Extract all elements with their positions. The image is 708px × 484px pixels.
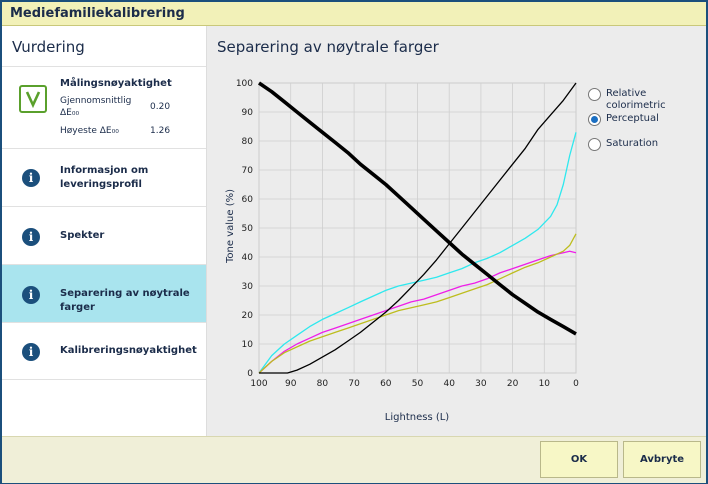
x-tick-label: 60: [380, 379, 392, 389]
y-axis-label: Tone value (%): [225, 189, 236, 264]
x-tick-label: 10: [539, 379, 551, 389]
x-tick-label: 30: [475, 379, 487, 389]
x-tick-label: 90: [285, 379, 297, 389]
relative-colorimetric-radio[interactable]: [588, 88, 601, 101]
info-icon: i: [22, 228, 40, 246]
info-icon: i: [22, 343, 40, 361]
footer-bar: OK Avbryte: [2, 436, 706, 483]
y-tick-label: 90: [242, 108, 254, 118]
x-tick-label: 40: [443, 379, 455, 389]
series-line-1: [258, 132, 577, 374]
cancel-button[interactable]: Avbryte: [623, 441, 701, 478]
sidebar: Vurdering Målingsnøyaktighet Gjennomsnit…: [2, 26, 207, 436]
y-tick-label: 40: [242, 253, 254, 263]
sidebar-item-neutral-separation[interactable]: i Separering av nøytrale farger: [2, 264, 206, 322]
sidebar-item-label: Kalibreringsnøyaktighet: [60, 345, 197, 356]
x-tick-label: 20: [507, 379, 519, 389]
sidebar-item-label: Informasjon om leveringsprofil: [60, 165, 149, 190]
x-tick-label: 100: [250, 379, 267, 389]
sidebar-item-calibration-accuracy[interactable]: i Kalibreringsnøyaktighet: [2, 322, 206, 380]
page-title: Separering av nøytrale farger: [217, 38, 439, 56]
average-delta-e-label: Gjennomsnittlig ΔE₀₀: [60, 96, 132, 118]
y-tick-label: 30: [242, 282, 254, 292]
x-tick-label: 80: [317, 379, 329, 389]
x-tick-label: 0: [573, 379, 579, 389]
sidebar-item-label: Separering av nøytrale farger: [60, 288, 190, 313]
series-line-2: [258, 250, 577, 374]
y-tick-label: 100: [236, 79, 253, 89]
y-tick-label: 20: [242, 311, 254, 321]
series-line-5: [257, 81, 577, 336]
info-icon: i: [22, 169, 40, 187]
max-delta-e-value: 1.26: [150, 126, 171, 136]
relative-colorimetric-label[interactable]: Relative colorimetric: [606, 88, 666, 111]
info-icon: i: [22, 286, 40, 304]
ok-button[interactable]: OK: [540, 441, 618, 478]
perceptual-radio[interactable]: [588, 113, 601, 126]
main-panel: Separering av nøytrale farger 0 10 20 30 40 5…: [207, 26, 706, 436]
sidebar-item-label: Spekter: [60, 230, 105, 241]
y-tick-label: 10: [242, 340, 254, 350]
title-bar: Mediefamiliekalibrering: [2, 2, 706, 26]
series-line-4: [259, 82, 577, 374]
y-tick-label: 60: [242, 195, 254, 205]
x-tick-label: 50: [412, 379, 424, 389]
sidebar-header: Vurdering: [12, 38, 85, 56]
sidebar-item-delivery-profile[interactable]: i Informasjon om leveringsprofil: [2, 148, 206, 206]
sidebar-item-label: Målingsnøyaktighet: [60, 78, 172, 89]
y-tick-label: 50: [242, 224, 254, 234]
average-delta-e-value: 0.20: [150, 102, 171, 112]
x-axis-label: Lightness (L): [385, 412, 450, 423]
series-line-3: [258, 233, 577, 374]
check-icon: [19, 85, 47, 113]
y-tick-label: 70: [242, 166, 254, 176]
saturation-label[interactable]: Saturation: [606, 138, 659, 149]
perceptual-label[interactable]: Perceptual: [606, 113, 659, 124]
y-tick-label: 80: [242, 137, 254, 147]
x-tick-label: 70: [348, 379, 360, 389]
sidebar-item-measurement-accuracy[interactable]: Målingsnøyaktighet Gjennomsnittlig ΔE₀₀ …: [2, 66, 206, 148]
max-delta-e-label: Høyeste ΔE₀₀: [60, 126, 119, 136]
sidebar-item-gamut[interactable]: i Spekter: [2, 206, 206, 264]
y-tick-label: 0: [247, 369, 253, 379]
saturation-radio[interactable]: [588, 138, 601, 151]
window-title: Mediefamiliekalibrering: [10, 6, 185, 21]
